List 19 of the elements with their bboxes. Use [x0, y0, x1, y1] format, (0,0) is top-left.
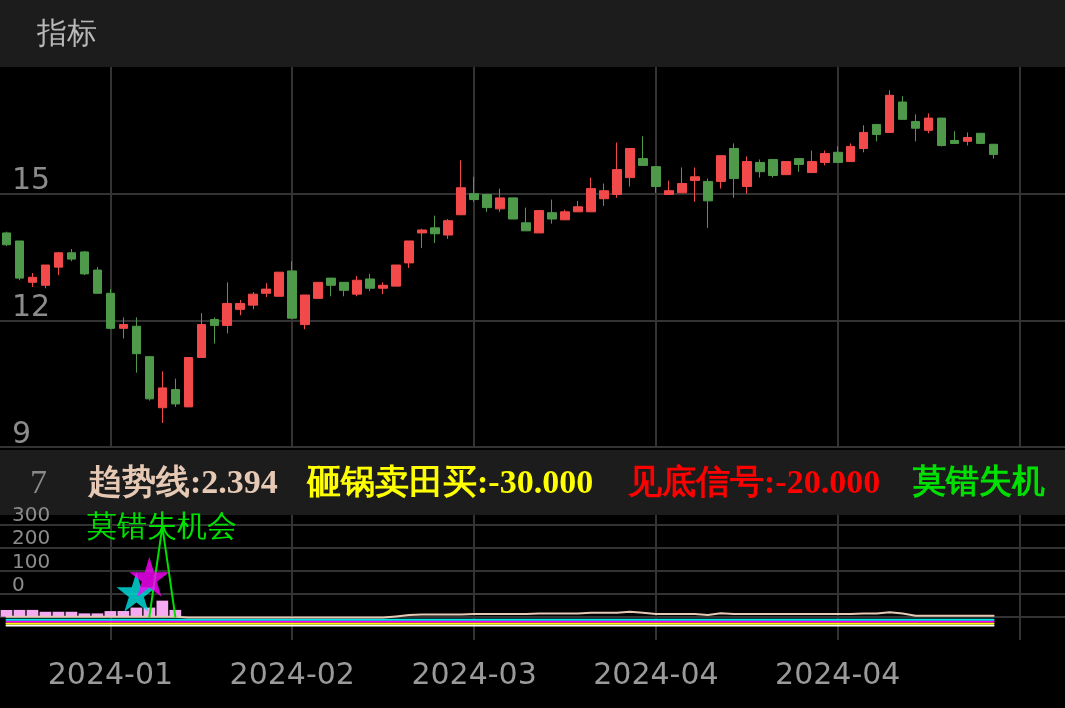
series-label: 莫错失机会 [87, 508, 238, 544]
text: 7 [30, 462, 47, 500]
chart-title: 指标 [36, 14, 97, 50]
x-tick-label: 2024-04 [593, 655, 719, 691]
text: 砸锅卖田买:-30.000 [306, 462, 594, 500]
text: 趋势线:2.394 [87, 462, 278, 500]
x-tick-label: 2024-04 [775, 655, 901, 691]
y-tick-label: 300 [12, 502, 51, 527]
text: 见底信号:-20.000 [627, 462, 881, 500]
y-tick-label: 200 [12, 525, 51, 550]
y-tick-label: 0 [12, 571, 25, 596]
y-tick-label: 15 [12, 161, 51, 197]
text: 莫错失机 [912, 462, 1045, 499]
y-tick-label: 100 [12, 548, 51, 573]
x-tick-label: 2024-02 [229, 655, 355, 691]
x-tick-label: 2024-03 [411, 655, 537, 691]
x-tick-label: 2024-01 [47, 655, 174, 691]
y-tick-label: 12 [12, 287, 51, 323]
y-tick-label: 9 [12, 414, 32, 450]
